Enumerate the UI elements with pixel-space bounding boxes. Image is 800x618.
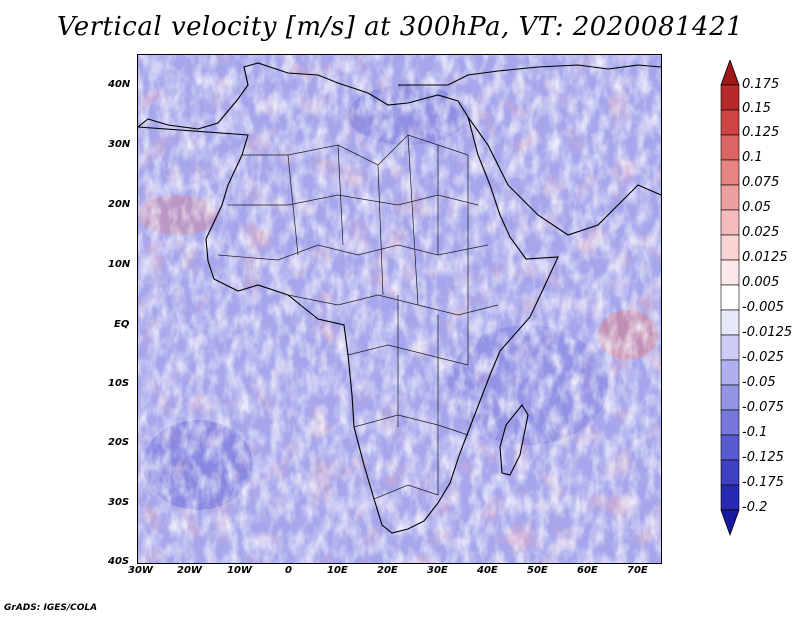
lon-tick: 50E [527,565,548,576]
lon-tick: 70E [627,565,648,576]
lon-tick: 30W [128,565,153,576]
colorbar-label: 0.005 [742,275,780,290]
lon-tick: 10W [227,565,252,576]
colorbar-label: 0.175 [742,77,780,92]
colorbar-label: 0.125 [742,125,780,140]
white-streaks [138,55,661,563]
lat-tick: 10S [108,378,130,389]
colorbar-label: -0.025 [742,350,784,365]
lat-tick: 10N [108,259,131,270]
map-title: Vertical velocity [m/s] at 300hPa, VT: 2… [56,12,744,42]
lat-tick: 30N [108,139,131,150]
lat-tick: 20N [108,199,131,210]
colorbar-label: 0.15 [742,101,771,116]
colorbar-segment [720,84,740,111]
colorbar-segment [720,259,740,286]
lon-tick: 30E [427,565,448,576]
colorbar-segment [720,334,740,361]
map-panel [137,54,662,564]
colorbar-segment [720,434,740,461]
colorbar-label: -0.175 [742,475,784,490]
colorbar-label: 0.0125 [742,250,788,265]
colorbar-segment [720,109,740,136]
colorbar-segment [720,384,740,411]
colorbar-segment [720,184,740,211]
colorbar-segment [720,459,740,486]
lat-tick: 30S [108,497,130,508]
colorbar-segment [720,284,740,311]
lat-tick: 40S [108,556,130,567]
lon-tick: 40E [477,565,498,576]
colorbar-label: 0.1 [742,150,763,165]
colorbar-segment [720,309,740,336]
colorbar-label: -0.1 [742,425,768,440]
colorbar-label: 0.075 [742,175,780,190]
lon-tick: 60E [577,565,598,576]
colorbar-segment [720,209,740,236]
grads-credit: GrADS: IGES/COLA [4,603,98,613]
lon-tick: 10E [327,565,348,576]
colorbar-segment [720,134,740,161]
lon-tick: 0 [285,565,292,576]
colorbar-segment [720,484,740,511]
lat-tick: EQ [114,319,130,330]
lon-tick: 20W [177,565,202,576]
colorbar-label: -0.125 [742,450,784,465]
colorbar-label: -0.2 [742,500,768,515]
lat-tick: 20S [108,437,130,448]
colorbar-label: -0.075 [742,400,784,415]
lon-tick: 20E [377,565,398,576]
coastlines [138,62,661,534]
vertical-velocity-field [138,55,661,563]
colorbar-segment [720,409,740,436]
colorbar-segment [720,159,740,186]
colorbar-segment [720,359,740,386]
country-borders [217,134,499,500]
colorbar-label: 0.025 [742,225,780,240]
colorbar-label: -0.0125 [742,325,793,340]
lat-tick: 40N [108,79,131,90]
colorbar [720,60,740,537]
colorbar-label: -0.05 [742,375,776,390]
colorbar-segment [720,234,740,261]
colorbar-label: -0.005 [742,300,784,315]
colorbar-label: 0.05 [742,200,771,215]
colorbar-min-cap [720,509,740,537]
colorbar-max-cap [720,60,740,86]
